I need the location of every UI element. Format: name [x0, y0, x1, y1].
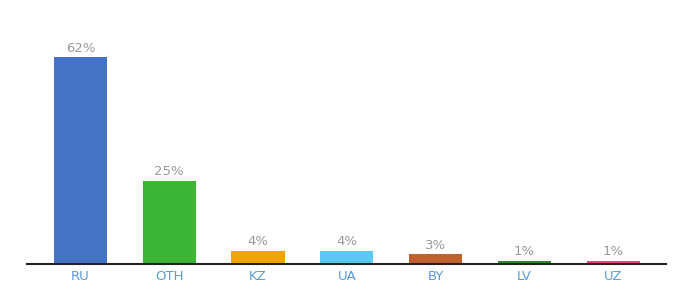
Bar	[320, 251, 373, 264]
Text: 4%: 4%	[248, 235, 269, 248]
Text: 25%: 25%	[154, 165, 184, 178]
Text: 4%: 4%	[337, 235, 357, 248]
Text: 1%: 1%	[514, 245, 535, 258]
Bar	[231, 251, 285, 264]
Bar	[586, 261, 640, 264]
Bar	[409, 254, 462, 264]
Text: 1%: 1%	[602, 245, 624, 258]
Text: 3%: 3%	[425, 239, 446, 252]
Bar	[54, 57, 107, 264]
Text: 62%: 62%	[66, 42, 95, 55]
Bar	[498, 261, 551, 264]
Bar	[143, 181, 196, 264]
